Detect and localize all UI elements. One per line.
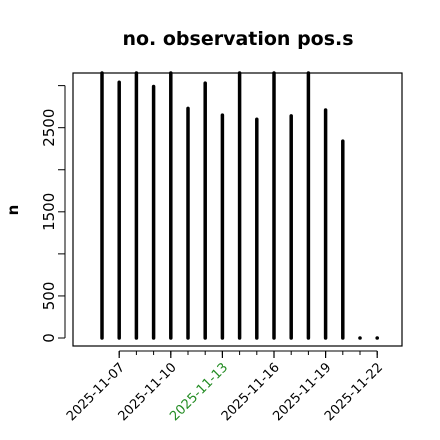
plot-frame — [72, 72, 403, 347]
y-tick-label: 500 — [40, 282, 58, 311]
x-axis: 2025-11-072025-11-102025-11-132025-11-16… — [64, 350, 386, 424]
bars — [100, 71, 380, 340]
bar-zero — [358, 336, 362, 340]
y-axis-label: n — [4, 205, 22, 216]
y-axis: 0 500 1500 2500 — [40, 85, 66, 343]
y-tick-label: 2500 — [40, 109, 58, 147]
chart-title: no. observation pos.s — [122, 28, 353, 50]
y-tick-label: 0 — [40, 333, 58, 343]
bar-zero — [375, 336, 380, 340]
y-tick-label: 1500 — [40, 193, 58, 231]
